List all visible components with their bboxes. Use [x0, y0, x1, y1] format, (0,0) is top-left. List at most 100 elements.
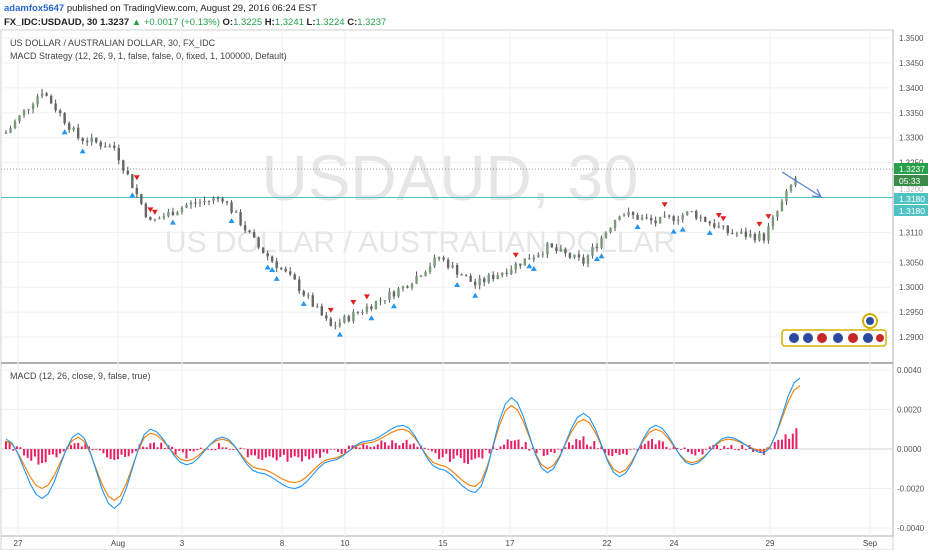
- candle-body: [406, 286, 409, 288]
- macd-histogram-bar: [571, 445, 574, 449]
- candle-body: [248, 230, 251, 232]
- macd-histogram-bar: [19, 447, 22, 449]
- candle-body: [198, 202, 202, 204]
- level-badge-1-text: 1.3180: [899, 194, 925, 204]
- macd-histogram-bar: [225, 447, 228, 449]
- macd-histogram-bar: [261, 449, 264, 460]
- candle-body: [40, 93, 44, 97]
- candle-body: [613, 220, 617, 229]
- trend-arrow-annotation[interactable]: [781, 171, 823, 198]
- macd-histogram-bar: [535, 449, 538, 454]
- macd-tick-label: 0.0040: [897, 366, 922, 375]
- macd-histogram-bar: [611, 449, 614, 456]
- macd-histogram-bar: [394, 443, 397, 449]
- macd-histogram-bar: [773, 442, 776, 449]
- author-link[interactable]: adamfox5647: [4, 3, 65, 14]
- macd-histogram-bar: [23, 449, 26, 456]
- candle-body: [695, 210, 698, 219]
- macd-histogram-bar: [383, 442, 386, 449]
- macd-histogram-bar: [485, 449, 488, 451]
- macd-histogram-bar: [593, 441, 596, 449]
- macd-histogram-bar: [614, 449, 617, 453]
- macd-histogram-bar: [326, 449, 329, 454]
- macd-histogram-bar: [33, 449, 36, 457]
- macd-histogram-bar: [513, 440, 516, 449]
- macd-histogram-bar: [737, 449, 740, 451]
- macd-histogram-bar: [683, 447, 686, 449]
- macd-histogram-bar: [669, 448, 672, 450]
- candle-body: [243, 225, 247, 231]
- candle-body: [451, 265, 454, 268]
- macd-histogram-bar: [228, 449, 231, 450]
- macd-histogram-bar: [156, 447, 159, 449]
- candle-body: [528, 258, 531, 260]
- sell-signal-arrow-icon: [151, 209, 158, 215]
- macd-histogram-bar: [131, 449, 134, 454]
- macd-histogram-bar: [290, 449, 293, 458]
- macd-histogram-bar: [344, 449, 347, 453]
- publish-text: published on TradingView.com, August 29,…: [64, 3, 318, 14]
- candle-body: [622, 215, 626, 217]
- candle-body: [541, 254, 545, 256]
- macd-histogram-bar: [308, 449, 311, 460]
- buy-signal-arrow-icon: [454, 281, 461, 287]
- macd-line: [5, 377, 801, 510]
- macd-histogram-bar: [651, 439, 654, 449]
- macd-histogram-bar: [658, 440, 661, 449]
- macd-histogram-bar: [51, 449, 54, 455]
- candle-body: [131, 174, 134, 188]
- macd-histogram-bar: [557, 448, 560, 450]
- macd-histogram-bar: [145, 447, 148, 449]
- candle-body: [302, 291, 305, 296]
- macd-histogram-bar: [124, 449, 127, 457]
- macd-tick-label: -0.0040: [897, 524, 925, 533]
- candle-body: [180, 207, 184, 213]
- macd-histogram-bar: [510, 441, 513, 449]
- flag-icon: [866, 317, 874, 325]
- candle-body: [108, 145, 111, 148]
- flag-icon: [876, 334, 884, 342]
- candle-body: [437, 257, 441, 259]
- candle-body: [31, 104, 35, 110]
- candle-body: [212, 197, 215, 201]
- candle-body: [546, 243, 549, 255]
- macd-histogram-bar: [665, 446, 668, 449]
- macd-histogram-bar: [109, 449, 112, 460]
- macd-histogram-bar: [448, 449, 451, 462]
- candle-body: [86, 141, 89, 143]
- macd-histogram-bar: [618, 449, 621, 455]
- candle-body: [158, 218, 161, 220]
- macd-histogram-bar: [254, 449, 257, 456]
- macd-histogram-bar: [41, 449, 44, 464]
- macd-histogram-bar: [398, 445, 401, 449]
- candle-body: [334, 325, 337, 327]
- strategy-legend[interactable]: MACD Strategy (12, 26, 9, 1, false, fals…: [10, 51, 287, 61]
- economic-events-icons[interactable]: [781, 313, 887, 347]
- macd-histogram-bar: [542, 449, 545, 456]
- candle-body: [758, 233, 761, 241]
- macd-histogram-bar: [741, 444, 744, 449]
- macd-histogram-bar: [199, 447, 202, 449]
- price-tick-label: 1.3400: [899, 84, 924, 93]
- macd-legend[interactable]: MACD (12, 26, close, 9, false, true): [10, 371, 151, 381]
- macd-histogram-bar: [770, 448, 773, 450]
- price-pane-title[interactable]: US DOLLAR / AUSTRALIAN DOLLAR, 30, FX_ID…: [10, 38, 216, 48]
- macd-histogram-bar: [171, 446, 174, 449]
- candle-body: [117, 148, 120, 161]
- buy-signal-arrow-icon: [61, 129, 68, 135]
- macd-histogram-bar: [275, 449, 278, 461]
- macd-histogram-bar: [474, 449, 477, 459]
- macd-histogram-bar: [589, 446, 592, 449]
- candle-body: [230, 202, 233, 213]
- macd-histogram-bar: [452, 449, 455, 459]
- symbol-label[interactable]: FX_IDC:USDAUD, 30: [4, 17, 98, 28]
- candle-body: [104, 146, 107, 148]
- macd-histogram-bar: [528, 449, 531, 451]
- buy-signal-arrow-icon: [706, 229, 713, 235]
- candle-body: [284, 268, 287, 272]
- low-value: 1.3224: [315, 17, 345, 28]
- macd-histogram-bar: [503, 444, 506, 449]
- candle-body: [550, 243, 554, 248]
- candle-body: [686, 211, 689, 216]
